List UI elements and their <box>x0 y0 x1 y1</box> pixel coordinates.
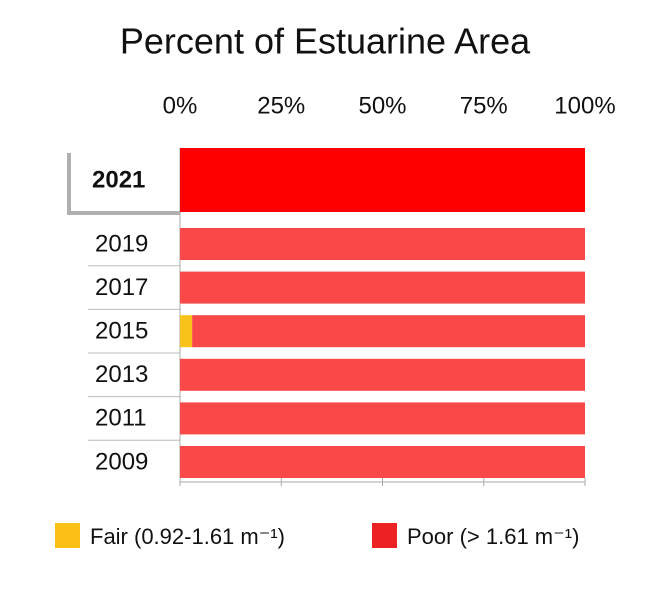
bar-segment <box>180 315 193 348</box>
y-tick-label: 2019 <box>95 230 148 257</box>
y-tick-label: 2017 <box>95 274 148 301</box>
legend-label: Poor (> 1.61 m⁻¹) <box>407 524 579 549</box>
y-tick-label: 2013 <box>95 361 148 388</box>
bar-segment <box>192 315 585 348</box>
y-tick-label: 2011 <box>95 405 147 432</box>
legend-swatch <box>55 523 80 548</box>
highlight-bracket <box>67 153 180 215</box>
bar-segment <box>180 228 585 260</box>
y-tick-label: 2009 <box>95 448 148 475</box>
legend-swatch <box>372 523 397 548</box>
x-tick-label: 100% <box>554 92 615 119</box>
x-tick-label: 0% <box>163 92 198 119</box>
x-tick-label: 25% <box>257 92 305 119</box>
bar-segment <box>180 271 585 304</box>
y-tick-label: 2015 <box>95 318 148 345</box>
legend-label: Fair (0.92-1.61 m⁻¹) <box>90 524 285 549</box>
bar-segment <box>180 148 585 212</box>
x-tick-label: 50% <box>358 92 406 119</box>
bar-segment <box>180 402 585 435</box>
bar-segment <box>180 358 585 391</box>
chart-title: Percent of Estuarine Area <box>120 21 531 62</box>
x-tick-label: 75% <box>460 92 508 119</box>
y-tick-label: 2021 <box>92 166 145 193</box>
bar-segment <box>180 446 585 478</box>
